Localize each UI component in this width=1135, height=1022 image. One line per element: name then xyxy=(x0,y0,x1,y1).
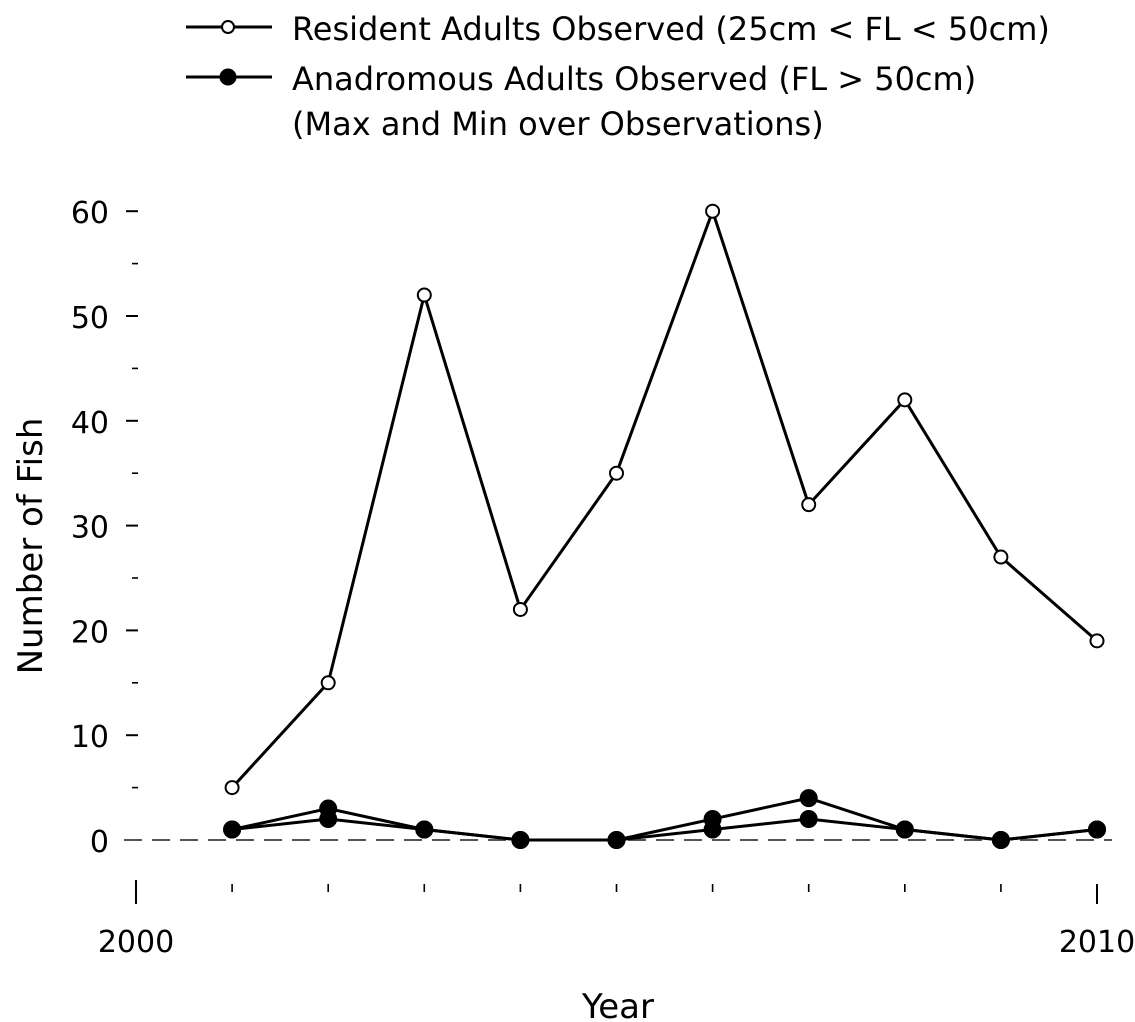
series-3-point xyxy=(895,820,914,839)
y-tick-label: 0 xyxy=(90,825,109,860)
series-1-point xyxy=(320,675,336,691)
series-1-point xyxy=(705,203,721,219)
x-tick-label: 2000 xyxy=(98,925,174,960)
series-1-point xyxy=(897,392,913,408)
y-tick-label: 10 xyxy=(71,720,109,755)
y-axis-label: Number of Fish xyxy=(11,418,51,675)
series-1-point xyxy=(801,497,817,513)
y-tick-label: 50 xyxy=(71,301,109,336)
legend-label: (Max and Min over Observations) xyxy=(292,105,824,143)
plot-area xyxy=(223,203,1106,849)
x-tick-label: 2010 xyxy=(1059,925,1135,960)
legend: Resident Adults Observed (25cm < FL < 50… xyxy=(186,10,1050,143)
series-3-point xyxy=(511,831,530,849)
series-1-line xyxy=(230,206,1098,789)
legend-label: Anadromous Adults Observed (FL > 50cm) xyxy=(292,60,976,98)
open-circle-icon xyxy=(221,20,235,34)
series-3-point xyxy=(799,810,818,829)
series-3-point xyxy=(1088,820,1106,839)
series-3-point xyxy=(607,831,626,849)
series-3-line xyxy=(231,817,1098,842)
series-3-point xyxy=(319,810,338,829)
series-3-point xyxy=(415,820,434,839)
series-1-point xyxy=(609,465,624,481)
series-3-point xyxy=(223,820,242,839)
series-1-point xyxy=(416,287,432,303)
y-tick-label: 30 xyxy=(71,511,109,546)
axes: 0 10 20 30 40 50 60 2000 2010 xyxy=(71,196,1135,960)
series-3-point xyxy=(991,831,1010,849)
filled-circle-icon xyxy=(219,68,237,86)
y-tick-label: 20 xyxy=(71,615,109,650)
legend-label: Resident Adults Observed (25cm < FL < 50… xyxy=(292,10,1050,48)
y-tick-label: 60 xyxy=(71,196,109,231)
series-1-point xyxy=(1089,633,1105,649)
series-1-point xyxy=(224,780,240,796)
series-1-point xyxy=(993,549,1009,565)
series-1-point xyxy=(512,601,528,617)
y-tick-label: 40 xyxy=(71,406,109,441)
x-axis-label: Year xyxy=(581,987,654,1022)
series-2-point xyxy=(799,789,818,808)
series-3-point xyxy=(703,820,722,839)
